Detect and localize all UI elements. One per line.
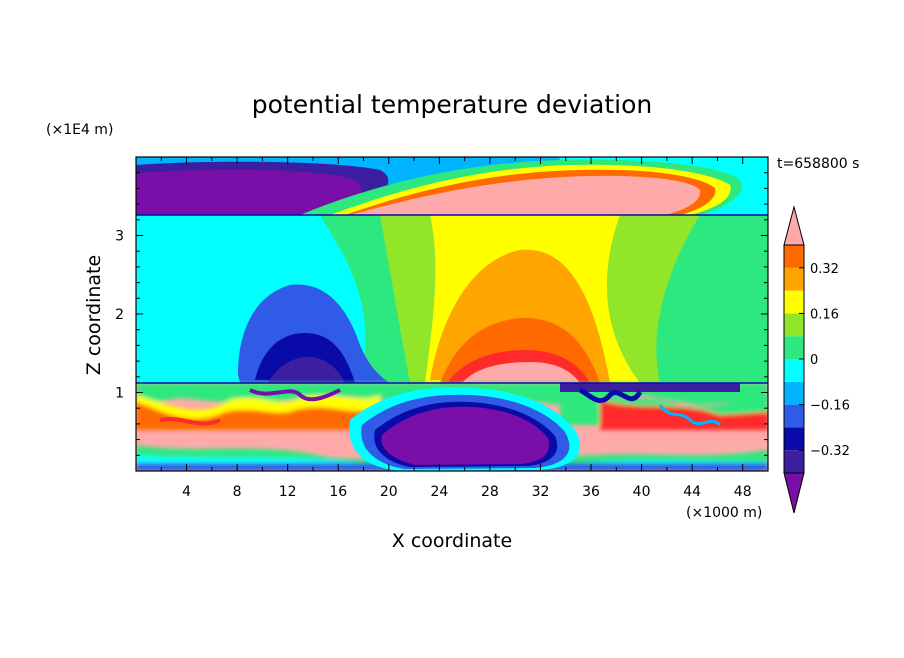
colorbar-tick-label: −0.16 (810, 399, 850, 414)
colorbar: 0.32 0.16 0 −0.16 −0.32 (783, 205, 850, 514)
colorbar-band (784, 450, 804, 473)
colorbar-band (784, 359, 804, 382)
x-axis-label: X coordinate (392, 530, 512, 552)
x-tick-label: 48 (734, 484, 752, 500)
y-axis-label: Z coordinate (83, 255, 105, 375)
y-axis-ticks: 1 2 3 (115, 172, 768, 456)
x-tick-label: 40 (633, 484, 651, 500)
x-tick-label: 36 (582, 484, 600, 500)
colorbar-band (784, 267, 804, 291)
colorbar-tick-label: 0.16 (810, 307, 839, 322)
x-tick-label: 12 (279, 484, 297, 500)
x-tick-label: 44 (683, 484, 701, 500)
x-tick-label: 32 (532, 484, 550, 500)
x-tick-label: 24 (430, 484, 448, 500)
colorbar-tick-label: 0 (810, 353, 818, 368)
colorbar-band (784, 290, 804, 314)
y-axis-unit: (×1E4 m) (46, 122, 113, 138)
colorbar-extend-bottom (783, 472, 805, 514)
x-axis-ticks: 4 8 12 16 20 24 28 32 36 40 44 48 (160, 157, 752, 500)
colorbar-band (784, 404, 804, 428)
lower-layer (136, 383, 768, 471)
x-tick-label: 28 (481, 484, 499, 500)
x-axis-unit: (×1000 m) (686, 505, 762, 521)
colorbar-band (784, 336, 804, 359)
colorbar-extend-top (783, 205, 805, 246)
x-tick-label: 4 (182, 484, 191, 500)
middle-layer (136, 215, 768, 383)
colorbar-band (784, 427, 804, 451)
colorbar-band (784, 313, 804, 337)
y-tick-label: 2 (115, 307, 124, 323)
chart-title: potential temperature deviation (252, 90, 652, 119)
x-tick-label: 8 (233, 484, 242, 500)
x-tick-label: 20 (380, 484, 398, 500)
colorbar-band (784, 381, 804, 405)
contour-field (136, 157, 768, 471)
upper-layer (136, 157, 768, 215)
x-tick-label: 16 (329, 484, 347, 500)
colorbar-tick-label: 0.32 (810, 262, 839, 277)
y-tick-label: 3 (115, 229, 124, 245)
colorbar-band (784, 245, 804, 268)
time-label: t=658800 s (777, 156, 859, 172)
y-tick-label: 1 (115, 386, 124, 402)
colorbar-tick-label: −0.32 (810, 444, 850, 459)
